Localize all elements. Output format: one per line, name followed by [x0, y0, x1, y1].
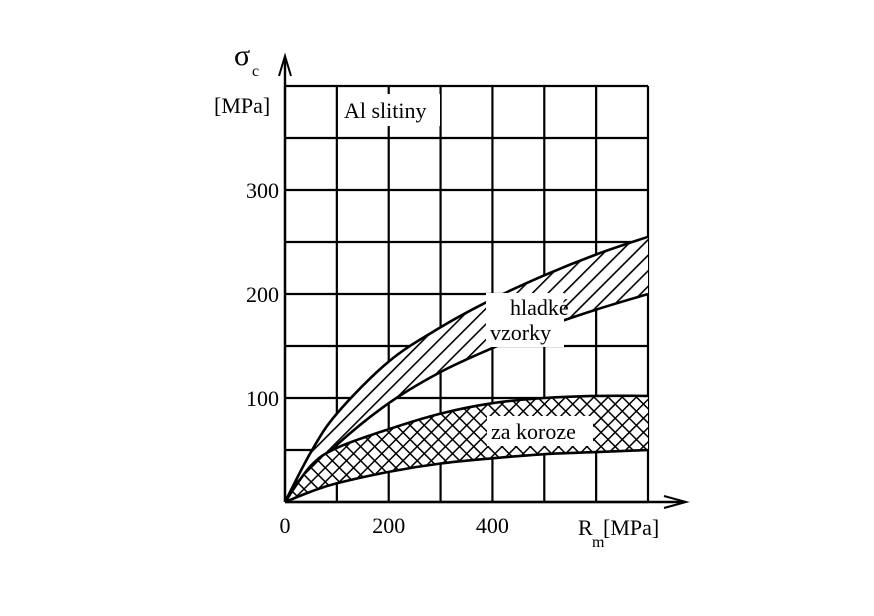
title-backdrop: [340, 94, 440, 126]
series-label-hladke-line1: hladké: [510, 295, 569, 320]
series-label-backdrop-koroze: [487, 416, 593, 446]
series-label-hladke-line2: vzorky: [490, 320, 551, 345]
band-upper-boundary-1: [283, 394, 649, 503]
x-axis-symbol: R: [578, 515, 593, 540]
x-tick-label: 400: [476, 513, 509, 538]
y-axis-unit: [MPa]: [214, 93, 270, 118]
band-lower-boundary-1: [284, 448, 649, 504]
axes: [278, 52, 690, 509]
x-axis-unit: [MPa]: [603, 515, 659, 540]
y-tick-label: 300: [246, 178, 279, 203]
series-label-backdrop-hladke: [486, 293, 564, 347]
y-axis-symbol: σ: [234, 39, 250, 72]
band-upper-boundary-0: [283, 235, 649, 503]
y-axis-subscript: c: [252, 63, 259, 80]
bands: [283, 235, 649, 504]
x-axis-arrow: [663, 495, 690, 509]
x-axis-subscript: m: [592, 534, 605, 551]
y-axis-arrow: [278, 52, 292, 77]
x-tick-label: 0: [280, 513, 291, 538]
y-tick-label: 200: [246, 282, 279, 307]
y-tick-label: 100: [246, 386, 279, 411]
series-label-koroze: za koroze: [491, 419, 576, 444]
x-tick-label: 200: [372, 513, 405, 538]
tick-labels: 0 200 400 100 200 300: [246, 178, 509, 538]
chart-title: Al slitiny: [344, 98, 427, 123]
